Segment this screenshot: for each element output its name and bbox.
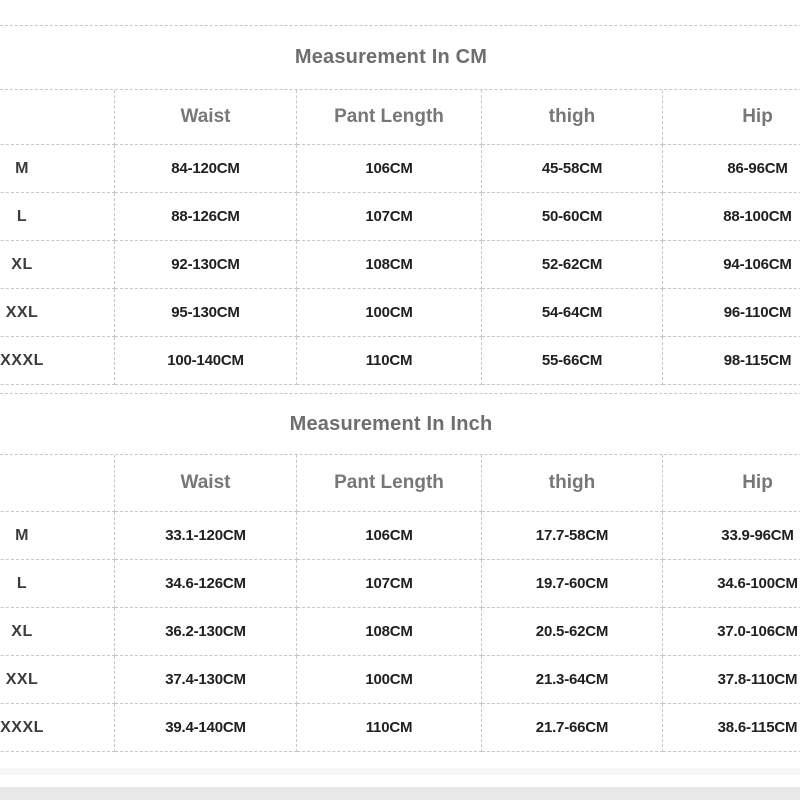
column-header-thigh: thigh [482, 90, 663, 145]
table-title-cm: Measurement In CM [0, 26, 800, 90]
waist-value: 95-130CM [115, 289, 297, 337]
thigh-value: 19.7-60CM [482, 560, 663, 608]
light-strip [0, 768, 800, 775]
column-header-pant-length: Pant Length [297, 455, 482, 512]
hip-value: 33.9-96CM [663, 512, 800, 560]
bottom-gray-bar [0, 787, 800, 800]
waist-value: 39.4-140CM [115, 704, 297, 752]
size-table-inch: Measurement In Inch Waist Pant Length th… [0, 393, 800, 752]
table-gap [0, 385, 800, 393]
pant-length-value: 110CM [297, 704, 482, 752]
waist-value: 92-130CM [115, 241, 297, 289]
waist-value: 34.6-126CM [115, 560, 297, 608]
column-header-pant-length: Pant Length [297, 90, 482, 145]
thigh-value: 50-60CM [482, 193, 663, 241]
size-label: XL [0, 241, 115, 289]
thigh-value: 45-58CM [482, 145, 663, 193]
size-label: L [0, 193, 115, 241]
hip-value: 86-96CM [663, 145, 800, 193]
corner-cell [0, 455, 115, 512]
size-label: XXL [0, 656, 115, 704]
waist-value: 36.2-130CM [115, 608, 297, 656]
size-label: XXL [0, 289, 115, 337]
thigh-value: 21.3-64CM [482, 656, 663, 704]
table-title-inch: Measurement In Inch [0, 394, 800, 455]
pant-length-value: 110CM [297, 337, 482, 385]
waist-value: 100-140CM [115, 337, 297, 385]
waist-value: 37.4-130CM [115, 656, 297, 704]
pant-length-value: 107CM [297, 193, 482, 241]
hip-value: 98-115CM [663, 337, 800, 385]
thigh-value: 54-64CM [482, 289, 663, 337]
pant-length-value: 107CM [297, 560, 482, 608]
waist-value: 33.1-120CM [115, 512, 297, 560]
thigh-value: 52-62CM [482, 241, 663, 289]
size-label: M [0, 145, 115, 193]
pant-length-value: 108CM [297, 608, 482, 656]
size-label: XXXL [0, 704, 115, 752]
column-header-hip: Hip [663, 90, 800, 145]
hip-value: 94-106CM [663, 241, 800, 289]
pant-length-value: 100CM [297, 656, 482, 704]
column-header-hip: Hip [663, 455, 800, 512]
size-table-cm: Measurement In CM Waist Pant Length thig… [0, 25, 800, 385]
hip-value: 96-110CM [663, 289, 800, 337]
thigh-value: 55-66CM [482, 337, 663, 385]
hip-value: 38.6-115CM [663, 704, 800, 752]
size-label: XL [0, 608, 115, 656]
size-label: L [0, 560, 115, 608]
tables-wrap: Measurement In CM Waist Pant Length thig… [0, 25, 800, 752]
waist-value: 84-120CM [115, 145, 297, 193]
hip-value: 34.6-100CM [663, 560, 800, 608]
thigh-value: 17.7-58CM [482, 512, 663, 560]
corner-cell [0, 90, 115, 145]
thigh-value: 21.7-66CM [482, 704, 663, 752]
column-header-waist: Waist [115, 90, 297, 145]
size-label: XXXL [0, 337, 115, 385]
hip-value: 88-100CM [663, 193, 800, 241]
pant-length-value: 108CM [297, 241, 482, 289]
hip-value: 37.0-106CM [663, 608, 800, 656]
size-label: M [0, 512, 115, 560]
pant-length-value: 106CM [297, 145, 482, 193]
hip-value: 37.8-110CM [663, 656, 800, 704]
column-header-waist: Waist [115, 455, 297, 512]
column-header-thigh: thigh [482, 455, 663, 512]
pant-length-value: 106CM [297, 512, 482, 560]
pant-length-value: 100CM [297, 289, 482, 337]
waist-value: 88-126CM [115, 193, 297, 241]
thigh-value: 20.5-62CM [482, 608, 663, 656]
